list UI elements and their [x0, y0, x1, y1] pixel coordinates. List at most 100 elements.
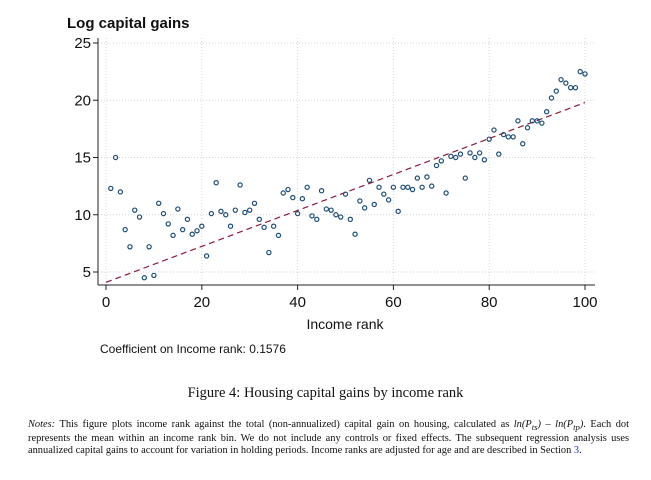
- data-point: [112, 154, 119, 161]
- coefficient-annotation: Coefficient on Income rank: 0.1576: [100, 342, 286, 356]
- data-point: [438, 158, 444, 164]
- notes-text-1: This figure plots income rank against th…: [55, 419, 514, 430]
- data-point: [179, 226, 186, 233]
- data-point: [467, 150, 473, 156]
- data-point: [155, 200, 162, 206]
- data-point: [486, 136, 492, 142]
- data-point: [194, 228, 200, 234]
- data-point: [543, 108, 550, 115]
- data-point: [558, 76, 564, 83]
- data-point: [122, 226, 128, 233]
- data-point: [160, 210, 167, 217]
- section-link[interactable]: 3: [573, 445, 580, 457]
- data-point: [424, 174, 430, 180]
- data-point: [505, 134, 512, 140]
- data-point: [270, 223, 277, 229]
- data-point: [318, 188, 325, 194]
- data-point: [136, 214, 143, 220]
- notes-label: Notes:: [28, 419, 56, 430]
- data-point: [385, 197, 392, 203]
- data-point: [582, 71, 588, 77]
- data-point: [457, 151, 464, 157]
- data-point: [256, 216, 262, 223]
- figure-caption: Figure 4: Housing capital gains by incom…: [187, 385, 464, 401]
- data-point: [347, 216, 353, 223]
- data-point: [462, 175, 468, 181]
- data-point: [304, 184, 310, 190]
- data-point: [165, 221, 171, 227]
- notes-math-1-sub: ts: [531, 422, 538, 433]
- data-point: [476, 150, 483, 156]
- data-point: [472, 154, 478, 161]
- notes-text-2: . Each dot represents the mean within an…: [28, 419, 629, 457]
- data-point: [275, 232, 282, 239]
- data-point: [433, 162, 440, 169]
- y-axis-label: Log capital gains: [67, 15, 190, 32]
- data-point: [491, 127, 497, 133]
- data-point: [290, 194, 296, 201]
- data-point: [309, 213, 315, 219]
- data-point: [146, 244, 152, 250]
- data-points: [108, 68, 588, 281]
- data-point: [510, 134, 516, 140]
- data-point: [534, 118, 540, 124]
- y-tick-label: 15: [74, 150, 91, 167]
- data-point: [376, 184, 382, 190]
- data-point: [357, 198, 363, 204]
- data-point: [328, 207, 334, 213]
- data-point: [371, 201, 377, 208]
- data-point: [390, 184, 397, 190]
- x-tick-label: 80: [481, 294, 498, 311]
- data-point: [203, 253, 210, 259]
- figure-notes: Notes: This figure plots income rank aga…: [28, 419, 629, 458]
- data-point: [108, 185, 114, 192]
- y-tick-label: 25: [74, 35, 91, 52]
- data-point: [366, 177, 373, 184]
- x-tick-label: 40: [289, 294, 306, 311]
- data-point: [141, 275, 148, 281]
- data-point: [563, 80, 569, 86]
- tick-labels: 5 10 15 20 25 0 20 40 60 80 100: [74, 35, 597, 311]
- data-point: [481, 157, 488, 163]
- data-point: [213, 179, 219, 186]
- data-point: [524, 125, 531, 131]
- data-point: [520, 141, 526, 147]
- x-tick-label: 0: [102, 294, 110, 311]
- notes-math-2: ) – ln(P: [537, 419, 574, 430]
- data-point: [175, 206, 181, 212]
- data-point: [242, 209, 248, 216]
- data-point: [414, 175, 421, 181]
- data-point: [515, 118, 521, 124]
- grid: [98, 38, 595, 285]
- data-point: [342, 191, 349, 197]
- y-tick-label: 5: [83, 264, 91, 281]
- data-point: [405, 184, 411, 190]
- data-point: [232, 207, 239, 213]
- data-point: [577, 68, 583, 75]
- data-point: [227, 223, 234, 229]
- data-point: [500, 131, 507, 138]
- data-point: [452, 154, 459, 161]
- data-point: [184, 216, 191, 223]
- y-tick-label: 20: [74, 92, 91, 109]
- data-point: [189, 231, 195, 237]
- data-point: [333, 212, 339, 218]
- data-point: [208, 210, 215, 217]
- data-point: [443, 190, 449, 196]
- data-point: [572, 84, 579, 91]
- data-point: [132, 207, 138, 213]
- data-point: [294, 210, 301, 217]
- data-point: [251, 200, 258, 206]
- notes-math-1: ln(P: [513, 419, 532, 430]
- x-tick-label: 60: [385, 294, 402, 311]
- data-point: [199, 223, 205, 229]
- x-tick-label: 20: [193, 294, 210, 311]
- data-point: [400, 184, 406, 190]
- data-point: [395, 208, 401, 215]
- data-point: [352, 231, 358, 237]
- data-point: [553, 88, 559, 94]
- y-tick-label: 10: [74, 207, 91, 224]
- notes-math-3: ): [579, 419, 584, 430]
- data-point: [429, 183, 435, 189]
